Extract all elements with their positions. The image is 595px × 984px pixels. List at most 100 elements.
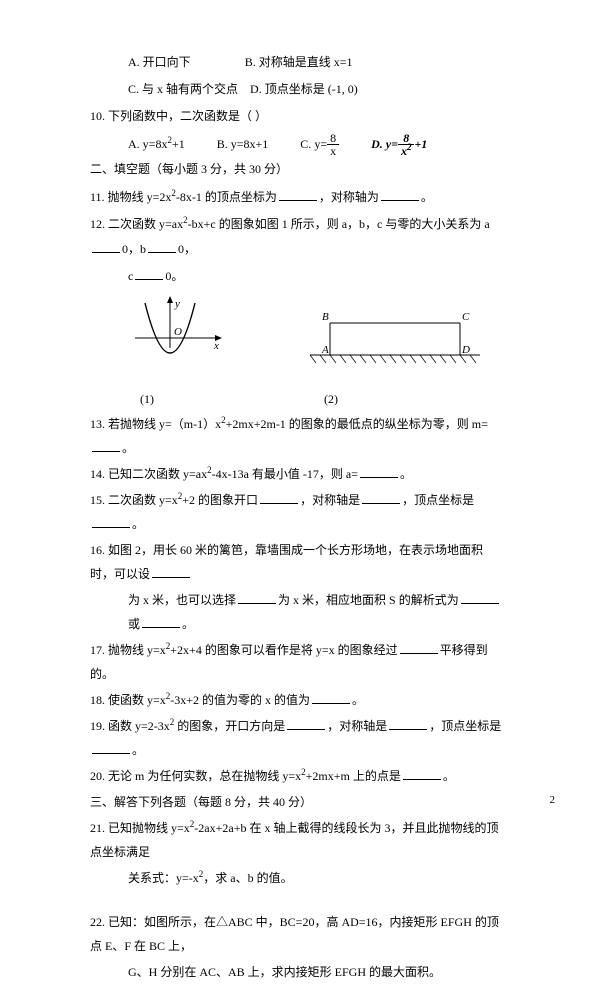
fig2-D: D: [461, 344, 470, 356]
q16-p2: 为 x 米，也可以选择: [128, 593, 236, 607]
q15-p4: ，顶点坐标是: [402, 493, 474, 507]
q20-p3: 。: [443, 769, 455, 783]
q17: 17. 抛物线 y=x2+2x+4 的图象可以看作是将 y=x 的图象经过平移得…: [90, 638, 505, 686]
q13-num: 13.: [90, 417, 105, 431]
q12-p5: c: [128, 269, 133, 283]
q9-optD-text: 顶点坐标是 (-1, 0): [265, 82, 358, 96]
q19-num: 19.: [90, 719, 105, 733]
q10-num: 10.: [90, 109, 105, 123]
q10-stem-text: 下列函数中，二次函数是（ ）: [108, 109, 267, 123]
q15-blank1: [260, 491, 298, 504]
q18: 18. 使函数 y=x2-3x+2 的值为零的 x 的值为。: [90, 688, 505, 712]
q19-p1: 函数 y=2-3x: [108, 719, 170, 733]
q11-p4: 。: [421, 190, 433, 204]
q18-p2: -3x+2 的值为零的 x 的值为: [170, 693, 310, 707]
q10-D-post: +1: [414, 137, 427, 151]
q20-num: 20.: [90, 769, 105, 783]
section3-heading: 三、解答下列各题（每题 8 分，共 40 分）: [90, 790, 505, 814]
q10-B-text: y=8x+1: [231, 137, 269, 151]
q12-p6: 0。: [165, 269, 183, 283]
q13: 13. 若抛物线 y=（m-1）x2+2mx+2m-1 的图象的最低点的纵坐标为…: [90, 412, 505, 460]
q16-p3: 为 x 米，相应地面积 S 的解析式为: [278, 593, 459, 607]
fig2-C: C: [462, 311, 470, 323]
q13-p3: 。: [122, 441, 134, 455]
q16-num: 16.: [90, 543, 105, 557]
q20: 20. 无论 m 为任何实数，总在抛物线 y=x2+2mx+m 上的点是。: [90, 764, 505, 788]
q20-blank: [403, 767, 441, 780]
q15-blank2: [362, 491, 400, 504]
figures-row: y x O: [90, 293, 505, 383]
q10-optA: A. y=8x2+1: [128, 132, 185, 158]
q21-p3: 关系式：y=-x: [128, 871, 199, 885]
q12-num: 12.: [90, 217, 105, 231]
q16-blank2: [238, 591, 276, 604]
q9-optB-label: B.: [245, 55, 256, 69]
q16-blank4: [142, 615, 180, 628]
figure-2-fence: B C A D: [310, 293, 480, 383]
q10-C-den: x: [327, 145, 339, 157]
fig2-hatching: [310, 355, 476, 363]
q10-D-frac: 8x2: [398, 132, 415, 157]
q17-num: 17.: [90, 643, 105, 657]
q12-p4: 0，: [178, 242, 196, 256]
q12-blank3: [135, 267, 163, 280]
q9-options-row1: A. 开口向下 B. 对称轴是直线 x=1: [90, 50, 505, 75]
q16: 16. 如图 2，用长 60 米的篱笆，靠墙围成一个长方形场地，在表示场地面积时…: [90, 538, 505, 586]
fig1-ylabel: y: [174, 298, 180, 310]
q22-p1: 已知：如图所示，在△ABC 中，BC=20，高 AD=16，内接矩形 EFGH …: [90, 915, 499, 953]
fig2-A: A: [321, 344, 329, 356]
q10-A-pre: y=8x: [143, 137, 168, 151]
q11-blank1: [279, 188, 317, 201]
q21-line2: 关系式：y=-x2，求 a、b 的值。: [90, 866, 505, 890]
q11-p3: ，对称轴为: [319, 190, 379, 204]
page-number: 2: [550, 789, 556, 812]
q10-optD: D. y=8x2+1: [371, 132, 427, 158]
q13-p1: 若抛物线 y=（m-1）x: [108, 417, 221, 431]
q12-blank2: [148, 240, 176, 253]
q9-optD-label: D.: [250, 82, 262, 96]
q19-blank2: [389, 717, 427, 730]
q13-blank: [92, 439, 120, 452]
q18-p1: 使函数 y=x: [108, 693, 166, 707]
q9-optA-label: A.: [128, 55, 140, 69]
q14: 14. 已知二次函数 y=ax2-4x-13a 有最小值 -17，则 a=。: [90, 462, 505, 486]
q10-D-den-exp: 2: [407, 142, 412, 152]
q16-p1: 如图 2，用长 60 米的篱笆，靠墙围成一个长方形场地，在表示场地面积时，可以设: [90, 543, 483, 581]
fig1-yarrow: [167, 296, 173, 303]
q20-p2: +2mx+m 上的点是: [306, 769, 401, 783]
q10-C-label: C.: [300, 137, 311, 151]
q22-p2: G、H 分别在 AC、AB 上，求内接矩形 EFGH 的最大面积。: [128, 965, 441, 979]
q18-num: 18.: [90, 693, 105, 707]
q14-p2: -4x-13a 有最小值 -17，则 a=: [212, 467, 358, 481]
q21-num: 21.: [90, 821, 105, 835]
q17-p1: 抛物线 y=x: [108, 643, 166, 657]
fig1-caption: (1): [140, 387, 154, 412]
q12: 12. 二次函数 y=ax2-bx+c 的图象如图 1 所示，则 a，b，c 与…: [90, 212, 505, 262]
q15-p2: +2 的图象开口: [182, 493, 258, 507]
q20-p1: 无论 m 为任何实数，总在抛物线 y=x: [108, 769, 301, 783]
q18-blank: [312, 691, 350, 704]
q12-p2: -bx+c 的图象如图 1 所示，则 a，b，c 与零的大小关系为 a: [188, 217, 490, 231]
q15-p3: ，对称轴是: [300, 493, 360, 507]
q16-blank1: [152, 565, 190, 578]
q10-C-frac: 8x: [327, 132, 339, 157]
q18-p3: 。: [352, 693, 364, 707]
q10-optC: C. y=8x: [300, 132, 339, 158]
q21-p1: 已知抛物线 y=x: [108, 821, 190, 835]
q11: 11. 抛物线 y=2x2-8x-1 的顶点坐标为，对称轴为。: [90, 185, 505, 210]
q10-stem: 10. 下列函数中，二次函数是（ ）: [90, 104, 505, 129]
section2-heading: 二、填空题（每小题 3 分，共 30 分）: [90, 157, 505, 182]
q10-D-label: D.: [371, 137, 386, 151]
q11-num: 11.: [90, 190, 105, 204]
q17-p2: +2x+4 的图象可以看作是将 y=x 的图象经过: [170, 643, 397, 657]
q19-p2: 的图象，开口方向是: [174, 719, 285, 733]
q9-optA-text: 开口向下: [143, 55, 191, 69]
q11-blank2: [381, 188, 419, 201]
q15-num: 15.: [90, 493, 105, 507]
q10-options: A. y=8x2+1 B. y=8x+1 C. y=8x D. y=8x2+1: [90, 132, 505, 158]
q22: 22. 已知：如图所示，在△ABC 中，BC=20，高 AD=16，内接矩形 E…: [90, 910, 505, 958]
figure-1-parabola: y x O: [130, 293, 230, 383]
q14-p3: 。: [400, 467, 412, 481]
q9-optC-label: C.: [128, 82, 139, 96]
q19-blank3: [92, 741, 130, 754]
